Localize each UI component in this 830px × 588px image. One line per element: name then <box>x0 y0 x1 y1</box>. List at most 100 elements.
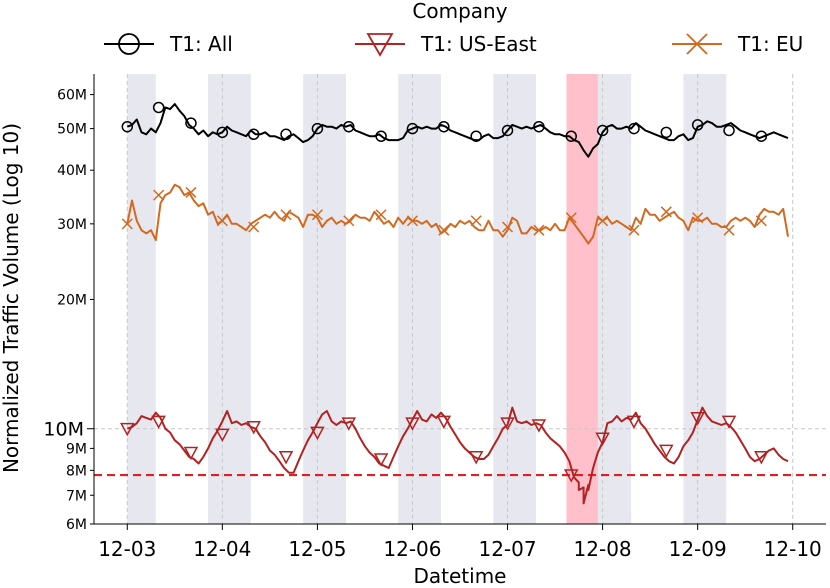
data-point-t1-us-east <box>721 415 737 429</box>
legend-label: T1: EU <box>737 32 803 56</box>
data-point-t1-all <box>343 120 355 133</box>
y-tick-label: 7M <box>66 488 87 504</box>
y-tick-label: 9M <box>66 441 87 457</box>
data-point-t1-eu <box>406 215 418 227</box>
data-point-t1-us-east <box>500 417 515 431</box>
x-tick-label: 12-03 <box>98 537 156 561</box>
weekend-band-3 <box>303 74 346 524</box>
data-point-t1-us-east <box>373 453 389 467</box>
weekend-band-7 <box>683 74 727 524</box>
data-point-t1-us-east <box>436 415 452 429</box>
data-point-t1-all <box>280 128 292 141</box>
data-point-t1-all <box>375 130 387 142</box>
data-point-t1-all <box>152 101 165 114</box>
legend-marker <box>366 33 394 57</box>
y-tick-label: 40M <box>57 163 87 179</box>
x-tick-label: 12-10 <box>764 537 822 561</box>
series-t1-us-east <box>120 406 789 505</box>
series-line-t1-us-east <box>126 406 789 505</box>
weekend-band-5 <box>493 74 537 524</box>
y-tick-label: 10M <box>43 419 84 441</box>
data-point-t1-all <box>185 117 197 129</box>
data-point-t1-eu <box>565 212 577 224</box>
series-line-t1-eu <box>126 183 789 245</box>
data-point-t1-us-east <box>563 469 579 483</box>
legend-marker <box>118 33 140 55</box>
data-point-t1-us-east <box>690 412 705 426</box>
data-point-t1-all <box>533 120 545 133</box>
data-point-t1-all <box>723 124 735 137</box>
legend-title: Company <box>412 0 507 23</box>
data-point-t1-us-east <box>310 426 325 441</box>
data-point-t1-us-east <box>215 428 230 442</box>
data-point-t1-us-east <box>531 419 547 433</box>
data-point-t1-eu <box>502 221 514 233</box>
x-tick-label: 12-09 <box>669 537 727 561</box>
data-point-t1-us-east <box>595 432 610 446</box>
data-point-t1-eu <box>470 215 482 227</box>
legend-entry-t1-all: T1: All <box>104 32 233 56</box>
data-point-t1-all <box>691 119 704 131</box>
data-point-t1-us-east <box>626 415 642 429</box>
legend-label: T1: US-East <box>420 32 537 56</box>
data-point-t1-us-east <box>468 451 484 465</box>
data-point-t1-eu <box>628 224 640 236</box>
data-point-t1-all <box>121 120 134 133</box>
data-point-t1-all <box>596 124 609 137</box>
data-point-t1-eu <box>660 206 672 218</box>
data-point-t1-us-east <box>341 417 357 431</box>
y-tick-label: 50M <box>57 122 87 138</box>
data-point-t1-eu <box>216 215 228 227</box>
legend-entry-t1-eu: T1: EU <box>672 32 803 56</box>
series-t1-all <box>121 101 789 158</box>
y-tick-label: 20M <box>57 292 87 308</box>
data-point-t1-eu <box>280 209 292 221</box>
shaded-bands <box>127 74 727 524</box>
data-point-t1-us-east <box>183 446 199 461</box>
x-ticks: 12-03 12-04 12-05 12-06 12-07 12-08 12-09 12-10 <box>98 524 822 561</box>
data-point-t1-us-east <box>659 444 674 459</box>
data-point-t1-all <box>311 122 324 135</box>
data-point-t1-all <box>628 122 640 135</box>
data-point-t1-eu <box>185 186 197 198</box>
data-point-t1-all <box>406 122 419 135</box>
data-point-t1-eu <box>153 189 165 201</box>
y-tick-label: 8M <box>66 463 87 479</box>
data-point-t1-eu <box>755 215 767 227</box>
data-point-t1-us-east <box>405 417 420 431</box>
data-point-t1-eu <box>311 209 323 221</box>
data-point-t1-eu <box>723 224 735 236</box>
x-tick-label: 12-06 <box>383 537 441 561</box>
data-point-t1-eu <box>248 221 260 233</box>
data-point-t1-eu <box>692 212 704 224</box>
data-point-t1-us-east <box>754 451 769 465</box>
data-point-t1-us-east <box>120 422 135 437</box>
weekend-band-1 <box>127 74 156 524</box>
x-tick-label: 12-05 <box>288 537 346 561</box>
data-point-t1-us-east <box>278 451 294 465</box>
series-t1-eu <box>121 183 789 245</box>
y-tick-label: 6M <box>66 517 87 533</box>
data-point-t1-eu <box>597 215 609 227</box>
data-point-t1-eu <box>375 209 387 221</box>
data-point-t1-eu <box>121 218 133 230</box>
series-line-t1-all <box>126 103 789 158</box>
data-point-t1-us-east <box>151 415 166 429</box>
x-tick-label: 12-07 <box>478 537 536 561</box>
data-point-t1-all <box>438 120 450 133</box>
x-tick-label: 12-04 <box>193 537 251 561</box>
data-point-t1-all <box>470 130 482 142</box>
data-point-t1-all <box>755 130 768 142</box>
weekend-band-2 <box>208 74 251 524</box>
y-ticks: 10M 6M 7M 8M 9M 20M 30M 40M 50M 60M <box>43 88 94 533</box>
legend: Company T1: All T1: US-East T1: EU <box>104 0 803 57</box>
x-tick-label: 12-08 <box>574 537 632 561</box>
y-tick-label: 30M <box>57 217 87 233</box>
legend-label: T1: All <box>169 32 233 56</box>
data-point-t1-all <box>216 126 229 139</box>
legend-marker <box>686 33 708 55</box>
y-tick-label: 60M <box>57 88 87 104</box>
data-point-t1-all <box>660 126 673 139</box>
grid-lines <box>94 74 826 524</box>
